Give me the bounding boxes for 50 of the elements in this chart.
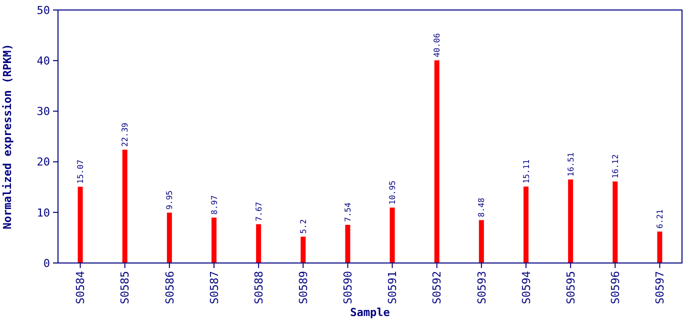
data-label: 15.11 bbox=[522, 159, 531, 184]
y-tick-label: 20 bbox=[36, 156, 50, 169]
bar bbox=[612, 181, 618, 263]
x-tick-label: S0589 bbox=[296, 271, 310, 304]
data-label: 9.95 bbox=[165, 190, 174, 210]
x-tick-label: S0584 bbox=[74, 270, 88, 304]
data-label: 16.51 bbox=[566, 152, 576, 176]
bar bbox=[122, 150, 128, 263]
bar bbox=[166, 212, 172, 263]
data-label: 7.67 bbox=[254, 202, 264, 222]
bar bbox=[212, 218, 216, 263]
bar bbox=[300, 236, 306, 263]
data-label: 8.48 bbox=[477, 198, 486, 218]
bar bbox=[568, 179, 574, 263]
y-tick-label: 0 bbox=[43, 256, 50, 270]
bar bbox=[256, 224, 262, 263]
data-label: 15.07 bbox=[76, 159, 86, 184]
data-label: 10.95 bbox=[388, 180, 398, 205]
data-label: 40.06 bbox=[432, 33, 442, 58]
y-tick-label: 50 bbox=[36, 4, 50, 17]
x-tick-label: S0590 bbox=[342, 271, 355, 304]
data-label: 5.2 bbox=[298, 219, 308, 234]
data-label: 8.97 bbox=[210, 195, 219, 215]
x-tick-label: S0597 bbox=[654, 271, 667, 304]
y-tick-label: 10 bbox=[36, 206, 50, 220]
x-tick-label: S0587 bbox=[208, 271, 221, 304]
x-tick-label: S0591 bbox=[386, 271, 400, 304]
data-label: 22.39 bbox=[120, 122, 130, 147]
x-tick-label: S0586 bbox=[163, 271, 176, 304]
data-label: 7.54 bbox=[344, 202, 353, 222]
bar bbox=[390, 208, 395, 263]
bar bbox=[524, 186, 528, 263]
bar bbox=[345, 224, 350, 263]
x-tick-label: S0593 bbox=[475, 271, 488, 304]
bar bbox=[78, 186, 83, 263]
y-tick-label: 30 bbox=[36, 105, 50, 118]
bar bbox=[657, 232, 662, 263]
data-label: 6.21 bbox=[656, 209, 665, 229]
x-tick-label: S0595 bbox=[564, 271, 578, 304]
x-tick-label: S0594 bbox=[520, 270, 533, 304]
x-axis-title: Sample bbox=[350, 306, 390, 319]
x-tick-label: S0596 bbox=[608, 271, 622, 304]
y-tick-label: 40 bbox=[36, 54, 50, 68]
data-label: 16.12 bbox=[610, 154, 620, 178]
x-tick-label: S0592 bbox=[430, 271, 444, 304]
bar bbox=[434, 60, 440, 263]
y-axis-title: Normalized expression (RPKM) bbox=[1, 44, 14, 230]
x-tick-label: S0588 bbox=[252, 271, 266, 304]
bar bbox=[478, 220, 484, 263]
x-tick-label: S0585 bbox=[118, 271, 132, 304]
